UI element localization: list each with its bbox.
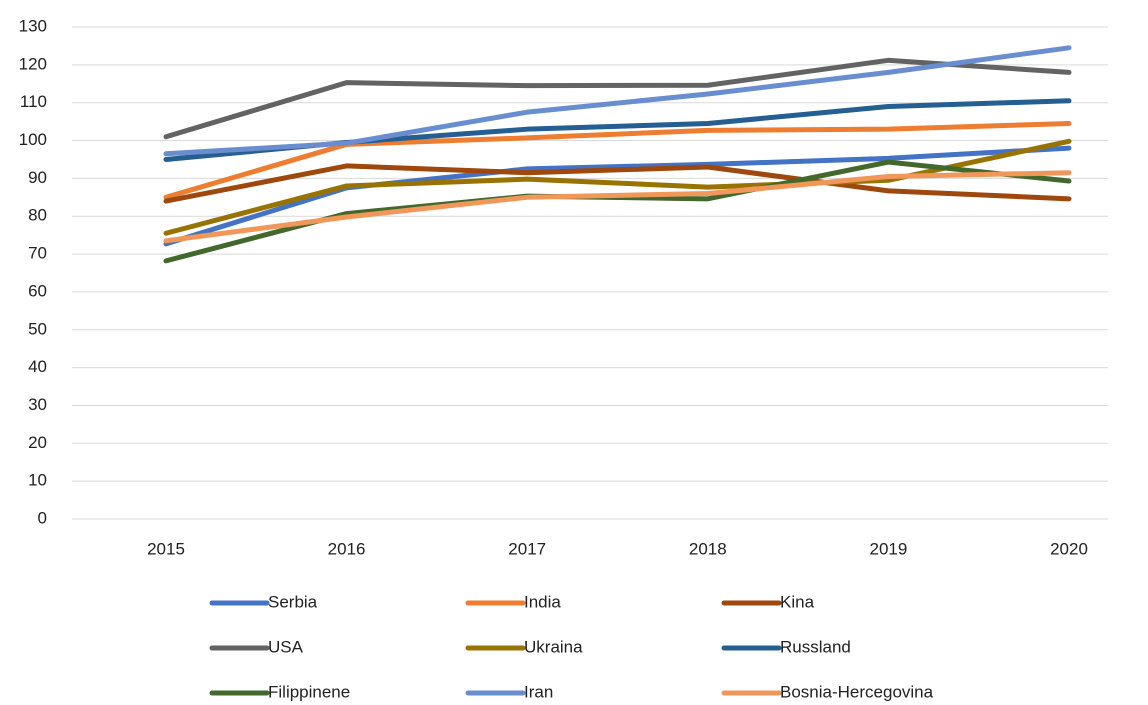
legend-label: Kina [780,592,815,611]
legend-label: Ukraina [524,637,583,656]
x-tick-label: 2018 [689,539,727,558]
legend-label: Filippinene [268,682,350,701]
x-tick-label: 2019 [869,539,907,558]
y-tick-label: 90 [28,168,47,187]
y-tick-label: 100 [19,130,47,149]
y-tick-label: 60 [28,281,47,300]
legend-label: Bosnia-Hercegovina [780,682,934,701]
x-tick-label: 2015 [147,539,185,558]
y-tick-label: 80 [28,206,47,225]
x-tick-label: 2020 [1050,539,1088,558]
legend-label: Russland [780,637,851,656]
y-tick-label: 0 [38,508,47,527]
x-tick-label: 2017 [508,539,546,558]
legend-label: USA [268,637,304,656]
series-line [163,170,1072,244]
y-tick-label: 20 [28,433,47,452]
legend-label: Serbia [268,592,318,611]
y-tick-label: 50 [28,319,47,338]
legend-label: Iran [524,682,553,701]
x-tick-label: 2016 [328,539,366,558]
y-tick-label: 30 [28,395,47,414]
series-line [163,57,1072,140]
y-tick-label: 110 [20,92,47,111]
y-tick-label: 120 [19,54,47,73]
y-tick-label: 70 [28,244,47,263]
y-tick-label: 130 [19,16,47,35]
series-line [163,45,1072,157]
y-tick-label: 10 [28,471,47,490]
legend-label: India [524,592,561,611]
series-line [163,163,1072,204]
y-tick-label: 40 [28,357,47,376]
series-line [163,121,1072,200]
series-line [163,145,1072,247]
